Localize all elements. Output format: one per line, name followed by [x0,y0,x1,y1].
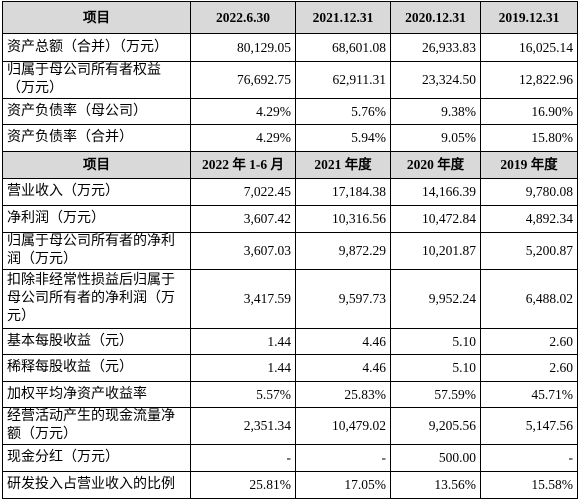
value-cell: 7,022.45 [190,178,296,206]
header-cell: 2021.12.31 [295,1,391,34]
value-cell: 13.56% [390,471,481,499]
data-row: 营业收入（万元） 7,022.45 17,184.38 14,166.39 9,780.… [2,178,578,206]
header-cell: 项目 [2,1,191,34]
value-cell: 2.60 [480,354,578,382]
row-label: 归属于母公司所有者的净利润（万元） [2,232,191,270]
row-label: 基本每股收益（元） [2,328,191,355]
value-cell: 10,479.02 [295,407,391,445]
row-label: 营业收入（万元） [2,178,191,206]
value-cell: 9.05% [390,124,481,152]
value-cell: 16.90% [480,98,578,125]
value-cell: 4.29% [190,98,296,125]
header-cell: 2021 年度 [295,151,391,179]
row-label: 资产负债率（母公司） [2,98,191,125]
value-cell: 68,601.08 [295,33,391,62]
value-cell: 4.46 [295,354,391,382]
value-cell: 16,025.14 [480,33,578,62]
value-cell: 4,892.34 [480,205,578,233]
row-label: 净利润（万元） [2,205,191,233]
row-label: 资产负债率（合并） [2,124,191,152]
data-row: 资产负债率（合并） 4.29% 5.94% 9.05% 15.80% [2,124,578,152]
header-cell: 2020.12.31 [390,1,481,34]
header-cell: 2019 年度 [480,151,578,179]
value-cell: 3,607.03 [190,232,296,270]
value-cell: 12,822.96 [480,61,578,99]
header-cell: 2022 年 1-6 月 [190,151,296,179]
data-row: 资产负债率（母公司） 4.29% 5.76% 9.38% 16.90% [2,98,578,125]
value-cell: 25.83% [295,381,391,408]
value-cell: 1.44 [190,328,296,355]
value-cell: 17,184.38 [295,178,391,206]
value-cell: 15.58% [480,471,578,499]
value-cell: 5,200.87 [480,232,578,270]
header-cell: 2022.6.30 [190,1,296,34]
data-row: 经营活动产生的现金流量净额（万元） 2,351.34 10,479.02 9,205.… [2,407,578,445]
data-row: 扣除非经常性损益后归属于母公司所有者的净利润（万元） 3,417.59 9,597.… [2,269,578,329]
data-row: 归属于母公司所有者的净利润（万元） 3,607.03 9,872.29 10,201.… [2,232,578,270]
value-cell: 9,780.08 [480,178,578,206]
data-row: 研发投入占营业收入的比例 25.81% 17.05% 13.56% 15.58% [2,471,578,499]
row-label: 稀释每股收益（元） [2,354,191,382]
value-cell: 57.59% [390,381,481,408]
row-label: 加权平均净资产收益率 [2,381,191,408]
value-cell: - [480,444,578,472]
header-cell: 2020 年度 [390,151,481,179]
value-cell: 3,417.59 [190,269,296,329]
value-cell: 26,933.83 [390,33,481,62]
header-row: 项目 2022.6.30 2021.12.31 2020.12.31 2019.12.3… [2,1,578,34]
value-cell: 4.29% [190,124,296,152]
value-cell: 45.71% [480,381,578,408]
row-label: 研发投入占营业收入的比例 [2,471,191,499]
data-row: 加权平均净资产收益率 5.57% 25.83% 57.59% 45.71% [2,381,578,408]
header-row: 项目 2022 年 1-6 月 2021 年度 2020 年度 2019 年度 [2,151,578,179]
value-cell: 15.80% [480,124,578,152]
row-label: 经营活动产生的现金流量净额（万元） [2,407,191,445]
value-cell: 500.00 [390,444,481,472]
value-cell: 62,911.31 [295,61,391,99]
value-cell: 76,692.75 [190,61,296,99]
data-row: 归属于母公司所有者权益（万元） 76,692.75 62,911.31 23,324.… [2,61,578,99]
value-cell: 23,324.50 [390,61,481,99]
data-row: 现金分红（万元） - -500.00- [2,444,578,472]
data-row: 稀释每股收益（元） 1.44 4.46 5.10 2.60 [2,354,578,382]
value-cell: 10,472.84 [390,205,481,233]
value-cell: 5.57% [190,381,296,408]
row-label: 归属于母公司所有者权益（万元） [2,61,191,99]
value-cell: 25.81% [190,471,296,499]
value-cell: - [190,444,296,472]
value-cell: 14,166.39 [390,178,481,206]
value-cell: 5.10 [390,354,481,382]
value-cell: - [295,444,391,472]
value-cell: 2.60 [480,328,578,355]
value-cell: 10,316.56 [295,205,391,233]
value-cell: 9,205.56 [390,407,481,445]
value-cell: 1.44 [190,354,296,382]
value-cell: 10,201.87 [390,232,481,270]
row-label: 现金分红（万元） [2,444,191,472]
value-cell: 5.76% [295,98,391,125]
row-label: 资产总额（合并）（万元） [2,33,191,62]
value-cell: 4.46 [295,328,391,355]
value-cell: 6,488.02 [480,269,578,329]
value-cell: 5.10 [390,328,481,355]
value-cell: 3,607.42 [190,205,296,233]
row-label: 扣除非经常性损益后归属于母公司所有者的净利润（万元） [2,269,191,329]
value-cell: 9.38% [390,98,481,125]
value-cell: 17.05% [295,471,391,499]
value-cell: 9,872.29 [295,232,391,270]
data-row: 基本每股收益（元） 1.44 4.46 5.10 2.60 [2,328,578,355]
header-cell: 项目 [2,151,191,179]
value-cell: 9,952.24 [390,269,481,329]
value-cell: 2,351.34 [190,407,296,445]
value-cell: 5,147.56 [480,407,578,445]
header-cell: 2019.12.31 [480,1,578,34]
data-row: 资产总额（合并）（万元） 80,129.05 68,601.08 26,933.83 1… [2,33,578,62]
value-cell: 80,129.05 [190,33,296,62]
data-row: 净利润（万元） 3,607.42 10,316.56 10,472.84 4,892.3… [2,205,578,233]
value-cell: 5.94% [295,124,391,152]
value-cell: 9,597.73 [295,269,391,329]
